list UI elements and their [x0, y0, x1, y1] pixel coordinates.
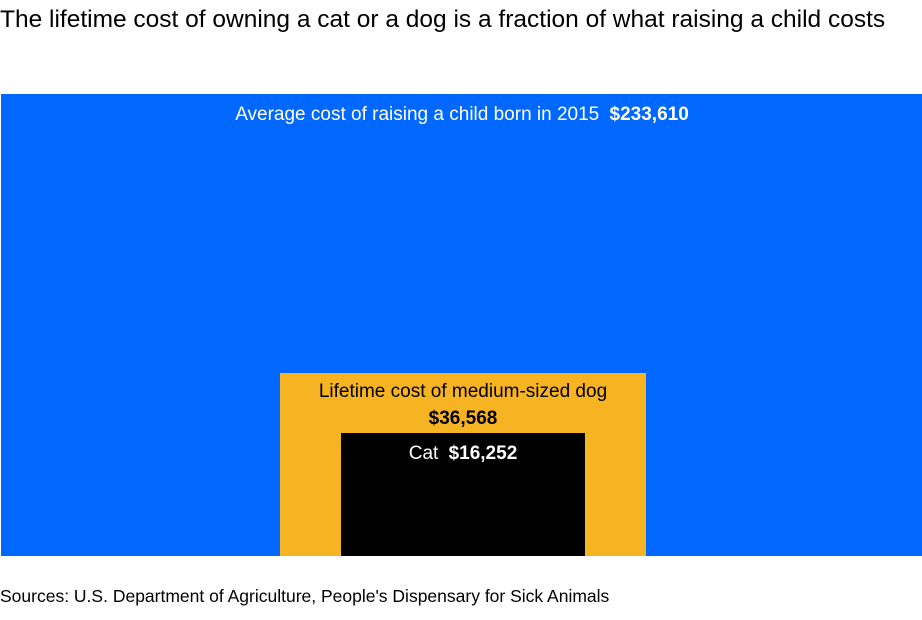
source-note: Sources: U.S. Department of Agriculture,… — [0, 586, 610, 606]
child-area-value: $233,610 — [610, 104, 689, 125]
child-area-label: Average cost of raising a child born in … — [235, 104, 689, 125]
dog-area-value: $36,568 — [429, 408, 498, 429]
cat-area-rect — [341, 433, 585, 556]
cat-area: Cat $16,252 — [341, 433, 585, 556]
chart-title: The lifetime cost of owning a cat or a d… — [0, 6, 886, 33]
cat-area-label-text: Cat — [409, 443, 439, 464]
child-area-label-text: Average cost of raising a child born in … — [235, 104, 599, 125]
cat-area-label: Cat $16,252 — [409, 443, 518, 464]
cat-area-value: $16,252 — [449, 443, 518, 464]
dog-area-label: Lifetime cost of medium-sized dog — [319, 381, 607, 402]
